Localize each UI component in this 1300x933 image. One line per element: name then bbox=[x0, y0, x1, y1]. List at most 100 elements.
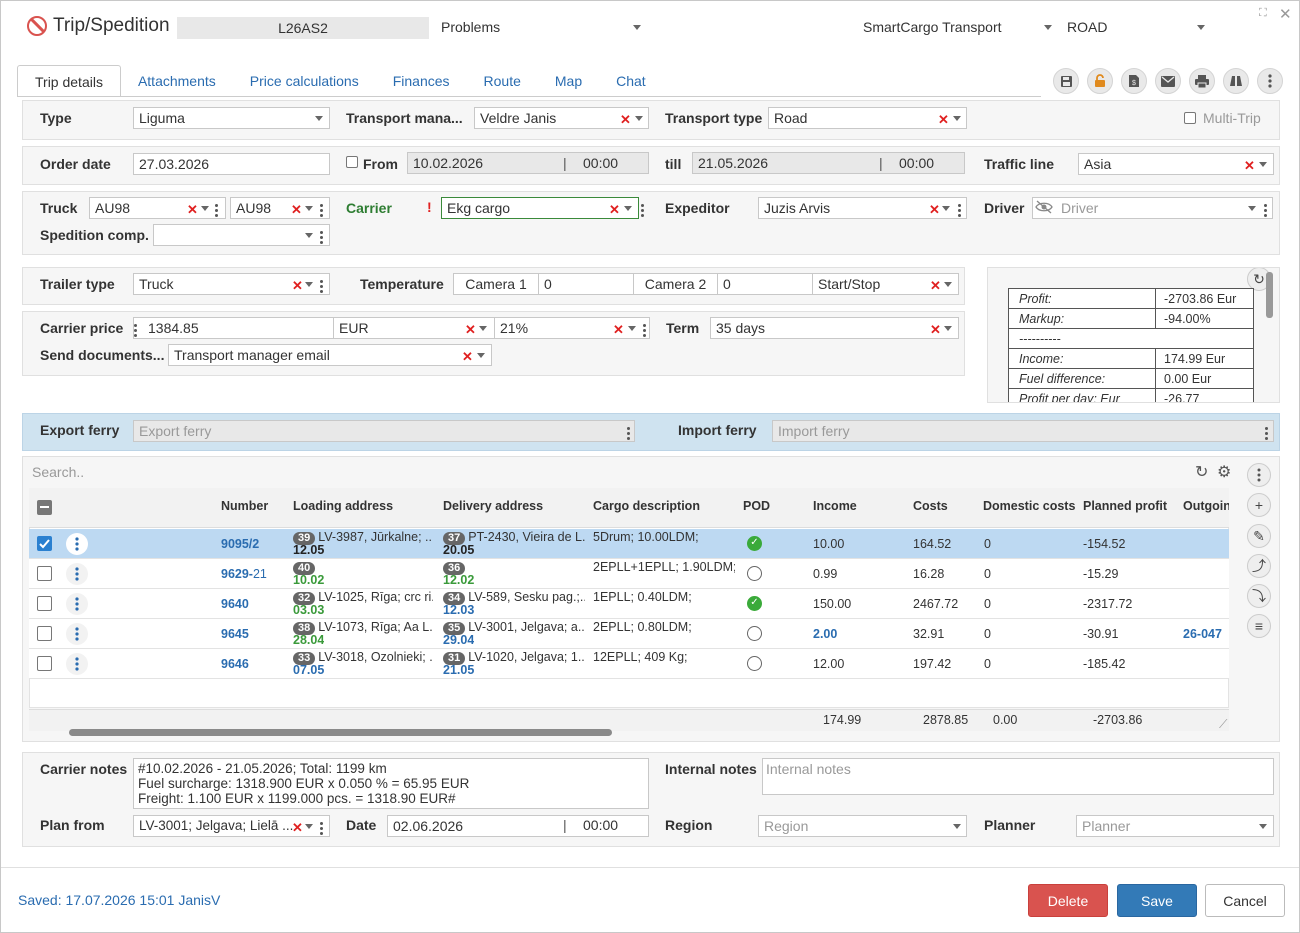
col-planned-profit[interactable]: Planned profit bbox=[1083, 499, 1168, 513]
term-select[interactable]: 35 days bbox=[710, 317, 959, 339]
type-select[interactable]: Liguma bbox=[133, 107, 330, 129]
scrollbar[interactable] bbox=[1266, 272, 1273, 318]
col-domestic-costs[interactable]: Domestic costs bbox=[983, 499, 1076, 513]
save-icon[interactable] bbox=[1053, 68, 1079, 94]
transport-manager-select[interactable]: Veldre Janis bbox=[474, 107, 649, 129]
search-input[interactable]: Search.. bbox=[32, 464, 85, 480]
pod-status-icon[interactable]: ✓ bbox=[747, 536, 762, 551]
col-cargo[interactable]: Cargo description bbox=[593, 499, 700, 513]
list-icon[interactable]: ≡ bbox=[1247, 614, 1271, 638]
row-checkbox[interactable] bbox=[37, 536, 52, 551]
chevron-down-icon[interactable] bbox=[201, 206, 209, 211]
chevron-down-icon[interactable] bbox=[315, 116, 323, 121]
col-loading-address[interactable]: Loading address bbox=[293, 499, 394, 513]
chevron-down-icon[interactable] bbox=[1044, 25, 1052, 30]
chevron-down-icon[interactable] bbox=[944, 326, 952, 331]
maximize-icon[interactable]: ⛶ bbox=[1259, 7, 1267, 19]
truck-select-1[interactable]: AU98 bbox=[89, 197, 226, 219]
chevron-down-icon[interactable] bbox=[944, 282, 952, 287]
chevron-down-icon[interactable] bbox=[305, 233, 313, 238]
clear-icon[interactable]: ✕ bbox=[465, 322, 476, 337]
refresh-icon[interactable]: ↻ bbox=[1195, 464, 1209, 481]
chevron-down-icon[interactable] bbox=[953, 116, 961, 121]
pod-status-icon[interactable] bbox=[747, 656, 762, 671]
more-icon[interactable] bbox=[1247, 463, 1271, 487]
clear-icon[interactable]: ✕ bbox=[930, 278, 941, 293]
date-field[interactable]: 02.06.2026 bbox=[387, 815, 649, 837]
table-row[interactable]: 9640 32 LV-1025, Rīga; crc ri... 03.03 34 LV-… bbox=[29, 589, 1229, 619]
col-pod[interactable]: POD bbox=[743, 499, 771, 513]
clear-icon[interactable]: ✕ bbox=[930, 322, 941, 337]
driver-select[interactable]: Driver bbox=[1032, 197, 1273, 219]
row-checkbox[interactable] bbox=[37, 656, 52, 671]
clear-icon[interactable]: ✕ bbox=[613, 322, 624, 337]
clear-icon[interactable]: ✕ bbox=[938, 112, 949, 127]
tab-attachments[interactable]: Attachments bbox=[137, 73, 216, 89]
trip-id-field[interactable]: L26AS2 bbox=[177, 17, 429, 39]
outgoing-invoice[interactable]: 26-047 bbox=[1183, 627, 1222, 641]
carrier-notes-field[interactable]: #10.02.2026 - 21.05.2026; Total: 1199 km… bbox=[133, 758, 649, 809]
traffic-line-select[interactable]: Asia bbox=[1078, 153, 1274, 175]
tab-map[interactable]: Map bbox=[554, 73, 583, 89]
transport-type-select[interactable]: Road bbox=[768, 107, 967, 129]
chevron-down-icon[interactable] bbox=[305, 824, 313, 829]
currency-select[interactable]: EUR bbox=[333, 317, 495, 339]
table-row[interactable]: 9095/2 39 LV-3987, Jūrkalne; ... 12.05 37 PT-… bbox=[29, 529, 1229, 559]
carrier-select[interactable]: Ekg cargo bbox=[441, 197, 639, 219]
status-select[interactable]: Problems bbox=[441, 19, 501, 35]
chevron-down-icon[interactable] bbox=[479, 326, 487, 331]
chevron-down-icon[interactable] bbox=[628, 326, 636, 331]
clear-icon[interactable]: ✕ bbox=[292, 278, 303, 293]
close-icon[interactable]: ✕ bbox=[1279, 6, 1292, 23]
order-number[interactable]: 9095/2 bbox=[221, 537, 259, 551]
clear-icon[interactable]: ✕ bbox=[929, 202, 940, 217]
trailer-type-select[interactable]: Truck bbox=[133, 273, 330, 295]
clear-icon[interactable]: ✕ bbox=[292, 820, 303, 835]
chevron-down-icon[interactable] bbox=[305, 282, 313, 287]
row-menu-icon[interactable] bbox=[66, 593, 88, 615]
chevron-down-icon[interactable] bbox=[305, 206, 313, 211]
camera2-field[interactable]: 0 bbox=[717, 273, 813, 295]
chevron-down-icon[interactable] bbox=[477, 353, 485, 358]
region-select[interactable]: Region bbox=[758, 815, 967, 837]
internal-notes-field[interactable]: Internal notes bbox=[762, 758, 1274, 795]
more-icon[interactable] bbox=[1257, 68, 1283, 94]
row-menu-icon[interactable] bbox=[66, 623, 88, 645]
row-menu-icon[interactable] bbox=[66, 563, 88, 585]
select-all-checkbox[interactable] bbox=[37, 500, 52, 515]
pod-status-icon[interactable]: ✓ bbox=[747, 596, 762, 611]
chevron-down-icon[interactable] bbox=[635, 116, 643, 121]
tab-finances[interactable]: Finances bbox=[392, 73, 450, 89]
order-number[interactable]: 9645 bbox=[221, 627, 249, 641]
table-row[interactable]: 9646 33 LV-3018, Ozolnieki; ... 07.05 31 LV-1… bbox=[29, 649, 1229, 679]
col-income[interactable]: Income bbox=[813, 499, 857, 513]
chevron-down-icon[interactable] bbox=[1259, 162, 1267, 167]
col-outgoing[interactable]: Outgoing i bbox=[1183, 499, 1229, 513]
chevron-down-icon[interactable] bbox=[953, 824, 961, 829]
multi-trip-checkbox[interactable] bbox=[1184, 112, 1196, 124]
tab-route[interactable]: Route bbox=[483, 73, 521, 89]
gear-icon[interactable]: ⚙ bbox=[1217, 464, 1232, 481]
chevron-down-icon[interactable] bbox=[942, 206, 950, 211]
clear-icon[interactable]: ✕ bbox=[291, 202, 302, 217]
clear-icon[interactable]: ✕ bbox=[462, 349, 473, 364]
cancel-button[interactable]: Cancel bbox=[1205, 884, 1285, 917]
clear-icon[interactable]: ✕ bbox=[609, 202, 620, 217]
edit-icon[interactable]: ✎ bbox=[1247, 524, 1271, 548]
planner-select[interactable]: Planner bbox=[1076, 815, 1274, 837]
plan-from-select[interactable]: LV-3001; Jelgava; Lielā ... bbox=[133, 815, 330, 837]
chevron-down-icon[interactable] bbox=[624, 206, 632, 211]
order-date-field[interactable]: 27.03.2026 bbox=[133, 153, 330, 175]
expeditor-select[interactable]: Juzis Arvis bbox=[758, 197, 967, 219]
chevron-down-icon[interactable] bbox=[633, 25, 641, 30]
table-row[interactable]: 9645 38 LV-1073, Rīga; Aa L... 28.04 35 LV-30… bbox=[29, 619, 1229, 649]
resize-icon[interactable]: ⟋ bbox=[1219, 717, 1228, 731]
chevron-down-icon[interactable] bbox=[1259, 824, 1267, 829]
vat-select[interactable]: 21% bbox=[494, 317, 650, 339]
save-button[interactable]: Save bbox=[1117, 884, 1197, 917]
clear-icon[interactable]: ✕ bbox=[620, 112, 631, 127]
camera1-field[interactable]: 0 bbox=[538, 273, 634, 295]
truck-select-2[interactable]: AU98 bbox=[230, 197, 330, 219]
row-checkbox[interactable] bbox=[37, 626, 52, 641]
move-up-icon[interactable]: ⤴ bbox=[1247, 554, 1271, 578]
